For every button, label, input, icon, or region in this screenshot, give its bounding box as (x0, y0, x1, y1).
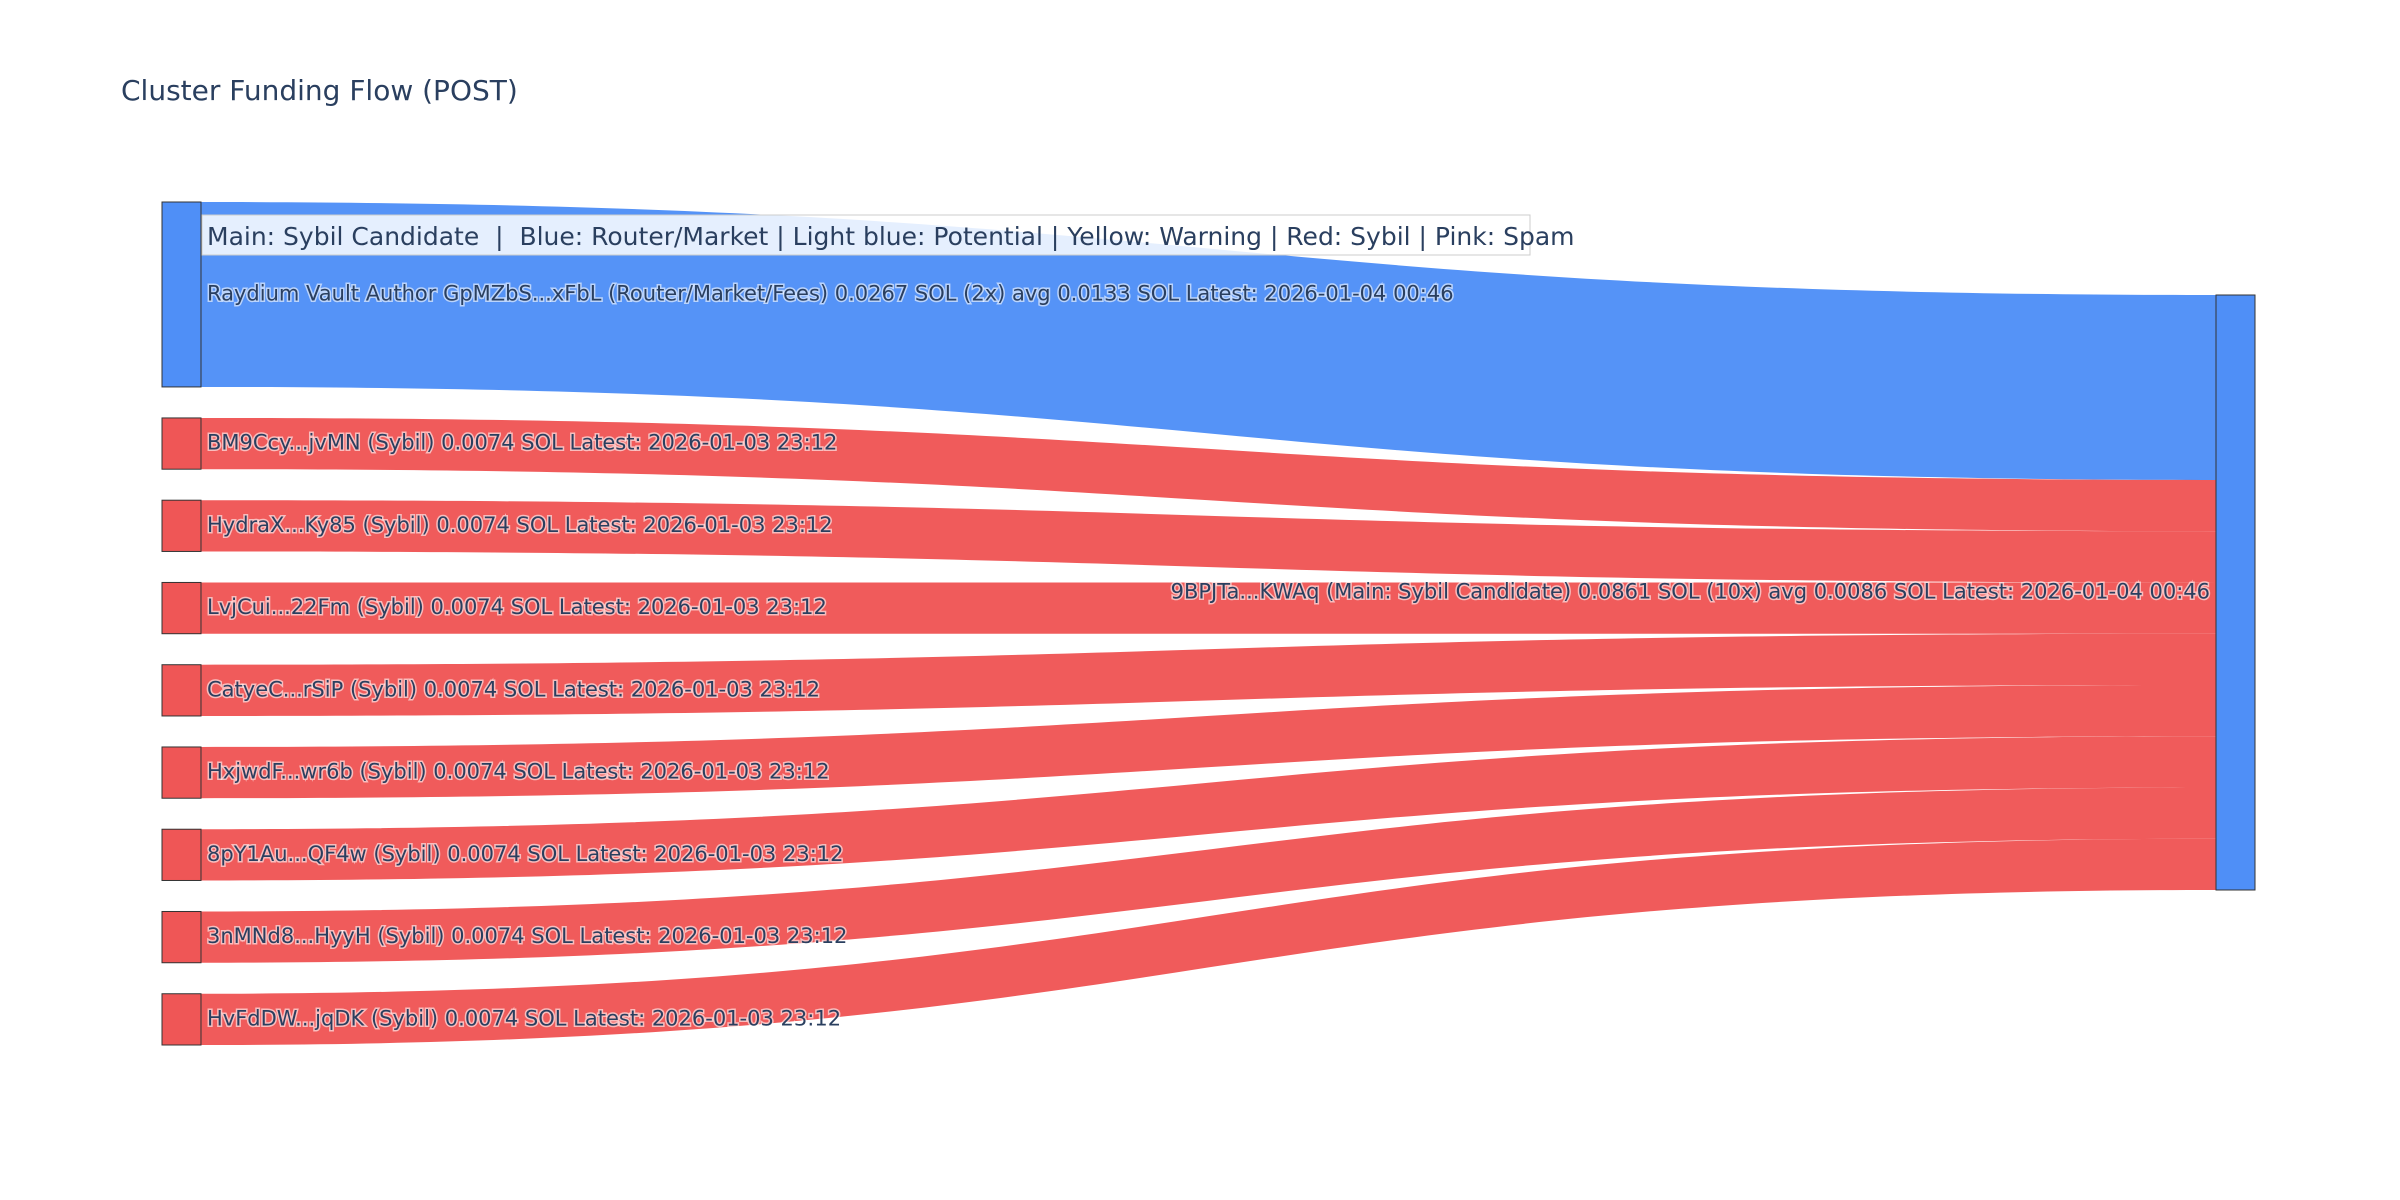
target-label: 9BPJTa...KWAq (Main: Sybil Candidate) 0.… (1171, 580, 2210, 604)
source-label-9: HvFdDW...jqDK (Sybil) 0.0074 SOL Latest:… (207, 1006, 841, 1030)
flow-link-6 (201, 684, 2216, 799)
flow-link-9 (201, 838, 2216, 1045)
source-label-4: LvjCui...22Fm (Sybil) 0.0074 SOL Latest:… (207, 595, 827, 619)
source-label-8: 3nMNd8...HyyH (Sybil) 0.0074 SOL Latest:… (207, 924, 847, 948)
flow-link-4 (201, 582, 2216, 634)
node-labels: Raydium Vault Author GpMZbS...xFbL (Rout… (206, 280, 2212, 1032)
source-node-6 (161, 746, 202, 799)
source-node-2 (161, 417, 202, 470)
flow-link-7 (201, 736, 2216, 881)
source-label-7: 8pY1Au...QF4w (Sybil) 0.0074 SOL Latest:… (207, 842, 844, 866)
legend-box (201, 214, 1531, 256)
source-label-2: BM9Ccy...jvMN (Sybil) 0.0074 SOL Latest:… (207, 431, 837, 455)
source-node-3 (161, 499, 202, 552)
source-node-8 (161, 910, 202, 964)
source-node-4 (161, 581, 202, 635)
target-node (2215, 294, 2256, 891)
flow-links (201, 202, 2216, 1045)
source-node-1 (161, 201, 202, 388)
legend-text: Main: Sybil Candidate | Blue: Router/Mar… (207, 222, 1575, 251)
source-label-5: CatyeC...rSiP (Sybil) 0.0074 SOL Latest:… (207, 677, 820, 701)
source-label-6: HxjwdF...wr6b (Sybil) 0.0074 SOL Latest:… (207, 760, 830, 784)
flow-link-1 (201, 202, 2216, 480)
flow-link-3 (201, 500, 2216, 583)
source-label-3: HydraX...Ky85 (Sybil) 0.0074 SOL Latest:… (207, 513, 833, 537)
source-node-5 (161, 664, 202, 717)
flow-link-8 (201, 787, 2216, 963)
source-node-7 (161, 828, 202, 881)
flow-link-5 (201, 633, 2216, 716)
flow-link-2 (201, 417, 2216, 532)
chart-title: Cluster Funding Flow (POST) (121, 74, 518, 107)
legend: Main: Sybil Candidate | Blue: Router/Mar… (201, 214, 1575, 256)
source-node-9 (161, 993, 202, 1046)
flow-nodes (161, 201, 2256, 1046)
source-label-1: Raydium Vault Author GpMZbS...xFbL (Rout… (207, 281, 1454, 305)
